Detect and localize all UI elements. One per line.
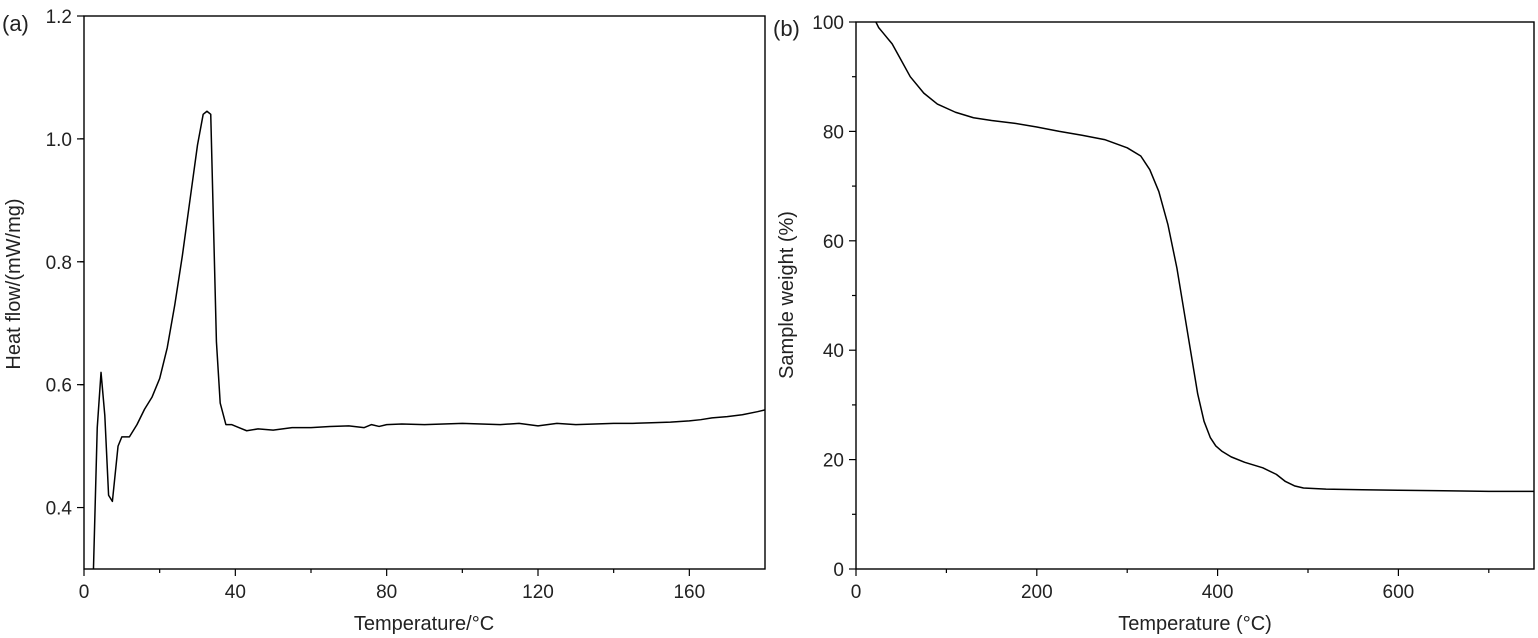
b-y-tick-label: 100 xyxy=(812,13,844,34)
panel-b: (b) 0 200 400 600 0 20 40 60 80 100 Temperature … xyxy=(773,13,1535,635)
a-x-tick-label: 40 xyxy=(225,582,246,603)
b-x-tick-label: 400 xyxy=(1202,582,1234,603)
panel-b-plot-frame xyxy=(855,21,1535,570)
panel-a-heat-flow-curve xyxy=(92,110,766,570)
a-y-tick-label: 1.0 xyxy=(46,130,72,151)
b-x-tick-label: 0 xyxy=(851,582,862,603)
a-y-tick-label: 0.8 xyxy=(46,253,72,274)
panel-b-weight-curve xyxy=(875,21,1534,493)
panel-b-y-ticks: 0 20 40 60 80 100 xyxy=(812,13,856,581)
panel-b-x-axis-title: Temperature (°C) xyxy=(1118,613,1272,635)
panel-a-label: (a) xyxy=(2,11,29,36)
a-x-tick-label: 0 xyxy=(79,582,90,603)
a-y-tick-label: 1.2 xyxy=(46,7,72,28)
a-y-tick-label: 0.4 xyxy=(46,499,73,520)
a-x-tick-label: 160 xyxy=(673,582,705,603)
panel-a-y-axis-title: Heat flow/(mW/mg) xyxy=(3,198,25,369)
panel-a-y-ticks: 0.4 0.6 0.8 1.0 1.2 xyxy=(46,7,84,520)
b-x-tick-label: 600 xyxy=(1383,582,1415,603)
b-x-tick-label: 200 xyxy=(1021,582,1053,603)
b-y-tick-label: 20 xyxy=(823,451,844,472)
a-x-tick-label: 80 xyxy=(376,582,397,603)
b-y-tick-label: 40 xyxy=(823,341,844,362)
panel-a-plot-frame xyxy=(83,15,766,570)
panel-a: (a) 0 40 80 120 160 0.4 0.6 0.8 1.0 1.2 Temperat… xyxy=(2,7,766,635)
b-y-tick-label: 60 xyxy=(823,232,844,253)
panel-a-x-axis-title: Temperature/°C xyxy=(354,613,494,635)
panel-b-label: (b) xyxy=(773,16,800,41)
b-y-tick-label: 80 xyxy=(823,122,844,143)
panel-b-x-ticks: 0 200 400 600 xyxy=(851,569,1490,603)
a-x-tick-label: 120 xyxy=(522,582,554,603)
b-y-tick-label: 0 xyxy=(833,560,844,581)
a-y-tick-label: 0.6 xyxy=(46,376,72,397)
panel-a-x-ticks: 0 40 80 120 160 xyxy=(79,569,705,603)
panel-b-y-axis-title: Sample weight (%) xyxy=(776,211,798,379)
